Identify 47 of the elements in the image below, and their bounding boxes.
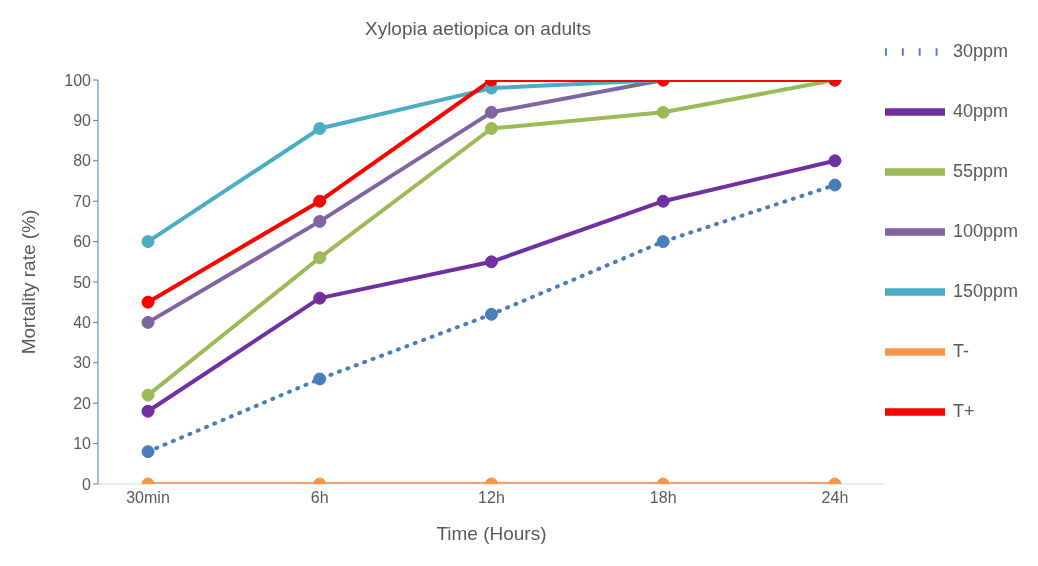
point (141, 404, 155, 418)
y-tick-label: 10 (73, 435, 92, 453)
y-tick-label: 30 (73, 354, 92, 372)
point (313, 291, 327, 305)
point (313, 214, 327, 228)
y-tick-label: 80 (73, 152, 92, 170)
y-tick-label: 70 (73, 192, 92, 210)
point (141, 388, 155, 402)
point (313, 194, 327, 208)
point (313, 251, 327, 265)
legend-label: 100ppm (952, 220, 1018, 241)
point (656, 235, 670, 249)
point (656, 194, 670, 208)
point (313, 121, 327, 135)
x-tick-label: 6h (310, 489, 329, 507)
y-tick-label: 40 (73, 314, 92, 332)
point (484, 105, 498, 119)
point (141, 235, 155, 249)
point (484, 121, 498, 135)
legend-label: 30ppm (952, 40, 1008, 61)
legend-label: T- (952, 340, 969, 361)
point (484, 307, 498, 321)
point (313, 372, 327, 386)
x-axis-title: Time (Hours) (436, 523, 547, 544)
point (828, 154, 842, 168)
point (484, 255, 498, 269)
x-tick-label: 24h (821, 489, 849, 507)
y-tick-label: 20 (73, 394, 92, 412)
y-tick-label: 90 (73, 112, 92, 130)
legend-label: T+ (952, 400, 975, 421)
point (828, 178, 842, 192)
y-tick-label: 0 (82, 475, 92, 493)
chart-title: Xylopia aetiopica on adults (363, 18, 592, 40)
point (141, 445, 155, 459)
point (141, 295, 155, 309)
legend-label: 150ppm (952, 280, 1018, 301)
y-tick-label: 60 (73, 233, 92, 251)
point (656, 105, 670, 119)
point (141, 315, 155, 329)
x-tick-label: 18h (649, 489, 677, 507)
y-tick-label: 100 (64, 71, 92, 89)
legend-label: 40ppm (952, 100, 1008, 121)
x-tick-label: 12h (478, 489, 505, 507)
legend-label: 55ppm (952, 160, 1008, 181)
x-tick-label: 30min (126, 489, 170, 507)
y-tick-label: 50 (73, 273, 92, 291)
y-axis-title: Mortality rate (%) (17, 209, 39, 355)
